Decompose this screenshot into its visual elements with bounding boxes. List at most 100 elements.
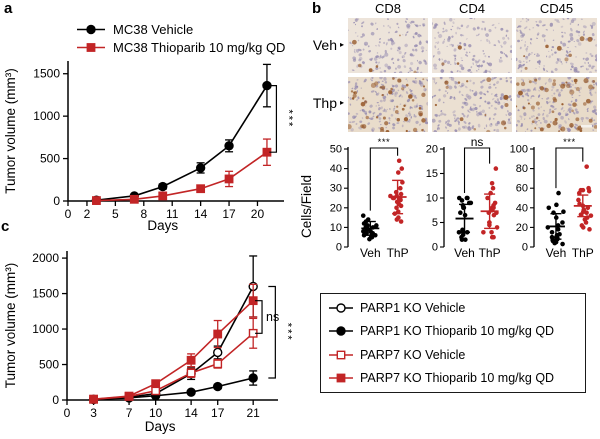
- series-marker-icon: [329, 326, 353, 336]
- panel-c-label: c: [1, 218, 10, 235]
- svg-text:20: 20: [516, 222, 528, 234]
- svg-text:5: 5: [432, 217, 438, 229]
- legend-item: MC38 Vehicle: [76, 20, 285, 38]
- cells-per-field-axis-label: Cells/Field: [299, 174, 314, 238]
- ihc-column-header-cd4: CD4: [458, 1, 485, 16]
- svg-text:***: ***: [378, 137, 391, 148]
- panel-c-legend-box: PARP1 KO Vehicle PARP1 KO Thioparib 10 m…: [320, 293, 586, 393]
- cd4-scatter-plot: 0 5 10 15 20 Veh ThP ns: [426, 136, 501, 260]
- svg-text:20: 20: [330, 202, 342, 214]
- svg-text:20: 20: [251, 207, 265, 221]
- row-label-text: Veh: [312, 37, 337, 53]
- ihc-image-thp-cd4: [432, 77, 512, 132]
- svg-text:1500: 1500: [33, 67, 60, 81]
- svg-text:50: 50: [330, 144, 342, 156]
- svg-text:0: 0: [432, 242, 438, 254]
- svg-text:Tumor volume (mm³): Tumor volume (mm³): [3, 263, 18, 389]
- svg-text:15: 15: [426, 168, 438, 180]
- svg-text:Days: Days: [147, 218, 178, 233]
- svg-text:Tumor volume (mm³): Tumor volume (mm³): [3, 68, 18, 194]
- svg-text:80: 80: [516, 163, 528, 175]
- svg-text:3: 3: [90, 406, 97, 420]
- svg-text:ThP: ThP: [387, 246, 409, 260]
- legend-item: MC38 Thioparib 10 mg/kg QD: [76, 38, 285, 56]
- svg-text:Veh: Veh: [546, 246, 567, 260]
- legend-label: PARP1 KO Thioparib 10 mg/kg QD: [360, 324, 555, 339]
- svg-text:1000: 1000: [32, 322, 59, 336]
- svg-text:Days: Days: [145, 419, 176, 434]
- ihc-column-header-cd45: CD45: [539, 1, 574, 16]
- legend-label: MC38 Vehicle: [113, 21, 194, 37]
- svg-text:Veh: Veh: [454, 246, 475, 260]
- svg-text:0: 0: [52, 393, 59, 407]
- panel-b-label: b: [312, 0, 322, 17]
- svg-text:17: 17: [211, 406, 225, 420]
- legend-item: PARP1 KO Vehicle: [328, 296, 585, 320]
- svg-text:***: ***: [563, 137, 576, 148]
- svg-text:10: 10: [149, 406, 163, 420]
- legend-item: PARP1 KO Thioparib 10 mg/kg QD: [328, 320, 585, 344]
- svg-text:Veh: Veh: [360, 246, 381, 260]
- svg-text:2000: 2000: [32, 251, 59, 265]
- legend-label: PARP7 KO Thioparib 10 mg/kg QD: [360, 371, 555, 386]
- svg-text:***: ***: [282, 109, 294, 128]
- legend-item: PARP7 KO Vehicle: [328, 343, 585, 367]
- cd8-scatter-plot: 0 10 20 30 40 50 Veh ThP ***: [330, 137, 409, 260]
- legend-item: PARP7 KO Thioparib 10 mg/kg QD: [328, 367, 585, 391]
- svg-text:0: 0: [53, 194, 60, 208]
- svg-text:ThP: ThP: [572, 246, 594, 260]
- svg-text:14: 14: [184, 406, 198, 420]
- ihc-image-veh-cd8: [348, 18, 428, 73]
- tumor-volume-chart-c: 0 500 1000 1500 2000 0 3 7 10 14 17 21 Tumor volume …: [3, 251, 293, 434]
- svg-text:0: 0: [522, 242, 528, 254]
- svg-text:2: 2: [84, 207, 91, 221]
- svg-text:17: 17: [222, 207, 236, 221]
- svg-text:20: 20: [426, 144, 438, 156]
- series-marker-icon: [77, 24, 105, 34]
- cd45-scatter-plot: 0 20 40 60 80 100 Veh ThP ***: [510, 137, 594, 260]
- svg-text:14: 14: [194, 207, 208, 221]
- legend-label: PARP7 KO Vehicle: [360, 347, 466, 362]
- svg-text:60: 60: [516, 183, 528, 195]
- svg-text:8: 8: [140, 207, 147, 221]
- svg-text:1000: 1000: [33, 109, 60, 123]
- svg-text:10: 10: [330, 222, 342, 234]
- svg-text:40: 40: [516, 202, 528, 214]
- ihc-image-veh-cd4: [432, 18, 512, 73]
- legend-label: PARP1 KO Vehicle: [360, 300, 466, 315]
- svg-text:21: 21: [246, 406, 260, 420]
- series-marker-icon: [329, 303, 353, 313]
- svg-text:ThP: ThP: [479, 246, 501, 260]
- legend-label: MC38 Thioparib 10 mg/kg QD: [113, 39, 286, 55]
- svg-text:***: ***: [281, 323, 293, 342]
- ihc-image-thp-cd8: [348, 77, 428, 132]
- svg-text:7: 7: [126, 406, 133, 420]
- svg-text:0: 0: [336, 242, 342, 254]
- svg-text:500: 500: [40, 152, 60, 166]
- panel-a-legend: MC38 Vehicle MC38 Thioparib 10 mg/kg QD: [76, 20, 285, 56]
- series-marker-icon: [77, 42, 105, 52]
- row-label-text: Thp: [312, 95, 337, 111]
- svg-text:11: 11: [166, 207, 179, 221]
- svg-text:40: 40: [330, 163, 342, 175]
- arrowhead-icon: ▸: [339, 98, 344, 107]
- ihc-row-label-veh: Veh ▸: [302, 37, 344, 53]
- svg-text:ns: ns: [266, 310, 279, 324]
- series-marker-icon: [329, 373, 353, 383]
- panel-a-label: a: [4, 0, 13, 17]
- ihc-image-veh-cd45: [516, 18, 597, 73]
- svg-text:1500: 1500: [32, 287, 59, 301]
- svg-text:10: 10: [426, 193, 438, 205]
- arrowhead-icon: ▸: [339, 40, 344, 49]
- series-marker-icon: [329, 350, 353, 360]
- svg-text:500: 500: [39, 358, 59, 372]
- svg-text:0: 0: [64, 406, 71, 420]
- svg-text:5: 5: [112, 207, 119, 221]
- svg-text:0: 0: [65, 207, 72, 221]
- ihc-image-thp-cd45: [516, 77, 597, 132]
- ihc-row-label-thp: Thp ▸: [302, 95, 344, 111]
- svg-text:100: 100: [510, 144, 528, 156]
- svg-text:ns: ns: [471, 136, 484, 149]
